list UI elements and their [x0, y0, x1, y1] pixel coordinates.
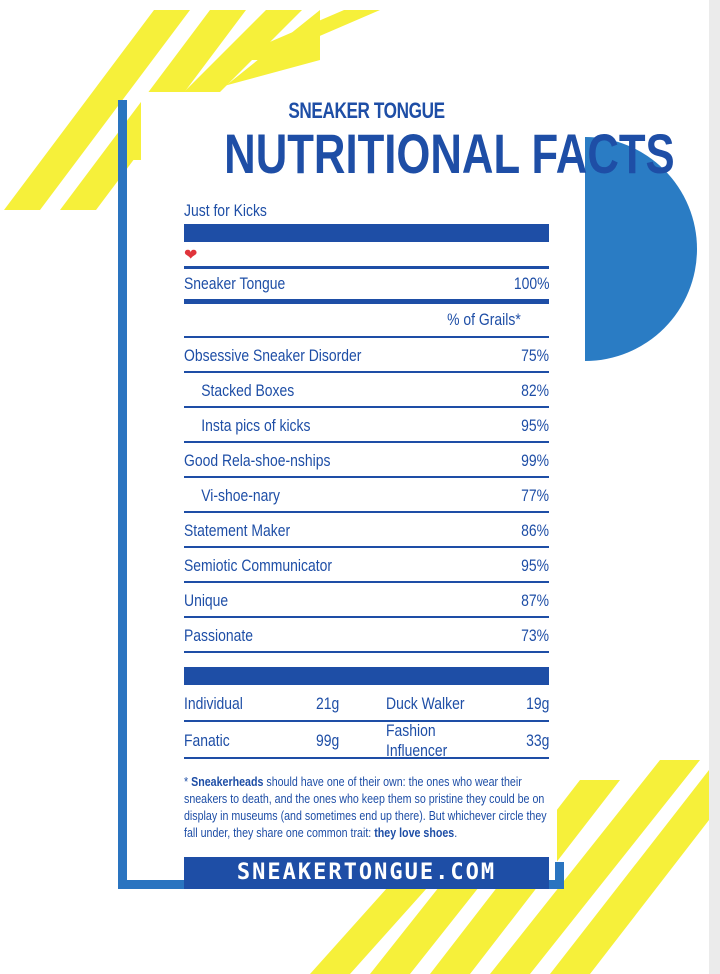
divider-bar	[184, 667, 549, 685]
fact-row: Vi-shoe-nary 77%	[184, 480, 549, 513]
divider-line	[184, 301, 549, 304]
label-card	[141, 92, 557, 874]
footnote: * Sneakerheads should have one of their …	[184, 773, 549, 841]
bottom-label-cell: Fashion Influencer	[386, 721, 520, 761]
label-title: NUTRITIONAL FACTS	[224, 122, 675, 185]
fact-row: Unique 87%	[184, 585, 549, 618]
frame-right-tick	[555, 862, 564, 889]
bottom-label: Fanatic	[184, 730, 230, 750]
total-value: 100%	[513, 274, 549, 293]
fact-row: Insta pics of kicks 95%	[184, 410, 549, 443]
fact-value: 82%	[521, 380, 549, 400]
bottom-value-cell: 19g	[520, 694, 549, 714]
bottom-value: 99g	[316, 730, 340, 750]
bottom-label: Individual	[184, 693, 243, 713]
total-row: Sneaker Tongue 100%	[184, 269, 549, 301]
fact-row: Stacked Boxes 82%	[184, 375, 549, 408]
fact-value: 95%	[521, 415, 549, 435]
grails-header-text: % of Grails*	[447, 310, 521, 329]
bottom-row: Fanatic 99g Fashion Influencer 33g	[184, 721, 549, 761]
bottom-value-cell: 21g	[316, 694, 386, 714]
fact-label: Obsessive Sneaker Disorder	[184, 345, 362, 365]
fact-value: 75%	[521, 345, 549, 365]
fact-row: Statement Maker 86%	[184, 515, 549, 548]
grails-header: % of Grails*	[184, 304, 549, 338]
fact-row: Obsessive Sneaker Disorder 75%	[184, 340, 549, 373]
divider-line	[184, 266, 549, 269]
label-subtitle: SNEAKER TONGUE	[288, 98, 445, 123]
fact-label: Passionate	[184, 625, 253, 645]
fact-label: Vi-shoe-nary	[201, 485, 281, 505]
bottom-label: Fashion Influencer	[386, 720, 448, 760]
fact-label: Insta pics of kicks	[201, 415, 311, 435]
fact-label: Unique	[184, 590, 229, 610]
fact-label: Stacked Boxes	[201, 380, 295, 400]
bottom-value: 19g	[525, 693, 549, 713]
serving-text: Just for Kicks	[184, 201, 267, 220]
fact-value: 86%	[521, 520, 549, 540]
fact-row: Semiotic Communicator 95%	[184, 550, 549, 583]
bottom-label: Duck Walker	[386, 693, 465, 713]
blue-half-circle	[585, 137, 697, 361]
fact-label: Statement Maker	[184, 520, 291, 540]
facts-list: Obsessive Sneaker Disorder 75% Stacked Box…	[184, 340, 549, 653]
fact-value: 73%	[521, 625, 549, 645]
fact-row: Passionate 73%	[184, 620, 549, 653]
divider-bar	[184, 224, 549, 242]
bottom-value: 33g	[525, 730, 549, 750]
fact-value: 77%	[521, 485, 549, 505]
website-link[interactable]: SNEAKERTONGUE.COM	[184, 857, 549, 889]
total-label: Sneaker Tongue	[184, 274, 286, 293]
fact-value: 99%	[521, 450, 549, 470]
footnote-end: .	[454, 825, 458, 840]
fact-row: Good Rela-shoe-nships 99%	[184, 445, 549, 478]
footnote-text: should have one of their own: the ones w…	[184, 774, 547, 840]
fact-label: Good Rela-shoe-nships	[184, 450, 331, 470]
heart-icon: ❤	[184, 247, 198, 264]
fact-value: 87%	[521, 590, 549, 610]
bottom-value: 21g	[316, 693, 340, 713]
bottom-label-cell: Fanatic	[184, 731, 316, 751]
bottom-label-cell: Individual	[184, 694, 316, 714]
bottom-row: Individual 21g Duck Walker 19g	[184, 687, 549, 722]
scrollbar[interactable]	[709, 0, 720, 974]
footnote-bold-lead: Sneakerheads	[191, 774, 264, 789]
footnote-star: *	[184, 774, 192, 789]
fact-label: Semiotic Communicator	[184, 555, 332, 575]
bottom-value-cell: 33g	[520, 731, 549, 751]
frame-left	[118, 100, 127, 888]
bottom-value-cell: 99g	[316, 731, 386, 751]
fact-value: 95%	[521, 555, 549, 575]
bottom-label-cell: Duck Walker	[386, 694, 520, 714]
footnote-bold-end: they love shoes	[374, 825, 455, 840]
bottom-facts: Individual 21g Duck Walker 19g Fanatic 99g Fas…	[184, 687, 549, 761]
nutrition-label: SNEAKER TONGUE NUTRITIONAL FACTS Just fo…	[184, 98, 675, 889]
